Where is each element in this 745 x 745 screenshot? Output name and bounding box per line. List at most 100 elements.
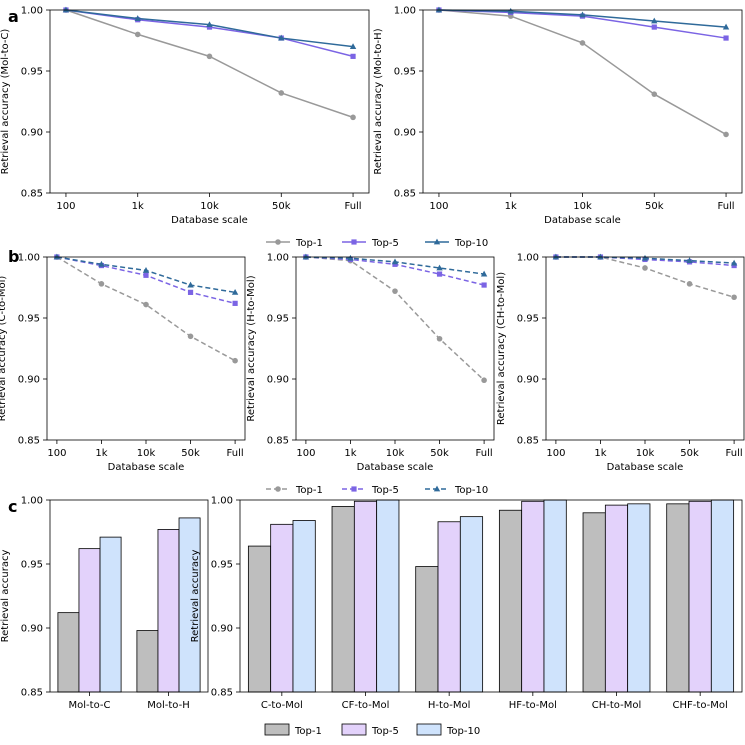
y-axis-label: Retrieval accuracy (Mol-to-C) [0,29,11,175]
axes-frame [239,499,743,693]
marker-triangle [349,43,357,49]
marker-circle [723,131,729,138]
x-axis-label: Database scale [108,462,185,473]
x-axis-label: Database scale [544,215,621,226]
marker-circle [731,294,737,301]
legend-label: Top-10 [454,238,488,249]
x-tick-label: 1k [132,201,144,212]
x-tick-label: Mol-to-C [69,700,111,711]
marker-triangle [206,21,213,28]
y-tick-label: 0.85 [21,189,43,200]
marker-triangle [730,259,738,266]
x-tick-label: CHF-to-Mol [673,700,728,711]
bar-Top-1 [136,630,159,693]
marker-triangle [278,34,285,41]
bar-Top-5 [157,529,180,693]
marker-square [232,300,238,306]
marker-triangle [686,257,693,264]
marker-circle [187,333,194,340]
x-tick-label: Mol-to-H [147,700,190,711]
marker-triangle [433,485,441,492]
marker-triangle [436,264,443,271]
x-tick-label: 50k [181,448,200,459]
chart-5: 0.85 0.90 0.95 1.00 Retrieval accuracy (CH-t… [496,253,745,473]
marker-triangle [722,23,730,30]
legend-dashed: Top-1 Top-5 Top-10 [266,485,488,496]
marker-circle [392,288,398,294]
legend-label: Top-10 [454,485,488,496]
axes-frame [545,256,745,441]
marker-circle [642,265,648,271]
y-axis-label: Retrieval accuracy (C-to-Mol) [0,276,8,422]
x-tick-label: 1k [344,448,356,459]
marker-square [651,24,657,30]
x-tick-label: 50k [430,448,449,459]
y-tick-label: 0.95 [21,560,43,571]
y-tick-label: 1.00 [394,6,416,17]
y-tick-label: 0.90 [517,375,539,386]
x-tick-label: 10k [137,448,156,459]
x-tick-label: Full [227,448,244,459]
x-tick-label: CH-to-Mol [592,700,641,711]
y-axis-label: Retrieval accuracy (H-to-Mol) [246,275,257,421]
marker-triangle [98,260,105,267]
axes-frame [422,9,743,194]
marker-circle [134,31,141,38]
marker-triangle [480,270,488,277]
y-tick-label: 1.00 [21,496,43,507]
axes-frame [295,256,495,441]
bar-Top-10 [99,536,122,693]
x-tick-label: 10k [200,201,219,212]
y-tick-label: 0.85 [517,436,539,447]
legend-label: Top-1 [294,726,322,737]
x-tick-label: 1k [95,448,107,459]
legend-label: Top-1 [295,485,323,496]
x-tick-label: 50k [680,448,699,459]
series-line-Top-1 [305,256,485,381]
x-tick-label: H-to-Mol [428,700,471,711]
bar-Top-1 [582,512,606,693]
bar-Top-5 [78,548,101,693]
chart-7: 0.85 0.90 0.95 1.00 Retrieval accuracy C-to-M… [190,496,743,711]
marker-square [723,35,729,41]
marker-triangle [552,253,560,260]
x-axis-label: Database scale [607,462,684,473]
axes-frame [46,256,246,441]
marker-square [350,53,356,59]
marker-triangle [347,254,354,261]
marker-triangle [651,17,658,24]
charts-layer: 0.85 0.90 0.95 1.00 Retrieval accuracy (Mol-… [0,6,745,711]
series-line-Top-1 [555,256,735,298]
marker-circle [350,114,356,121]
y-tick-label: 0.95 [394,67,416,78]
y-tick-label: 0.85 [211,688,233,699]
y-tick-label: 0.95 [21,67,43,78]
y-tick-label: 1.00 [211,496,233,507]
y-tick-label: 0.90 [394,128,416,139]
marker-triangle [391,258,399,265]
bar-Top-10 [543,499,567,693]
x-tick-label: 1k [594,448,606,459]
legend-swatch [341,723,367,736]
y-axis-label: Retrieval accuracy [190,550,201,643]
legend-bars: Top-1 Top-5 Top-10 [264,723,480,737]
x-tick-label: Full [726,448,743,459]
legend-label: Top-1 [295,238,323,249]
marker-circle [275,239,281,245]
bar-Top-10 [710,499,735,693]
series-line-Top-5 [56,256,236,305]
marker-triangle [53,253,61,260]
marker-triangle [62,6,70,13]
y-tick-label: 0.90 [21,624,43,635]
marker-triangle [142,267,150,273]
marker-triangle [433,238,441,245]
marker-triangle [231,288,239,295]
bar-Top-10 [376,499,400,693]
marker-square [351,486,357,492]
chart-3: 0.85 0.90 0.95 1.00 Retrieval accuracy (C-to… [0,253,246,473]
series-line-Top-1 [56,256,236,362]
marker-circle [579,40,586,46]
legend-label: Top-10 [446,726,480,737]
marker-circle [232,357,238,364]
bar-Top-10 [292,520,316,693]
